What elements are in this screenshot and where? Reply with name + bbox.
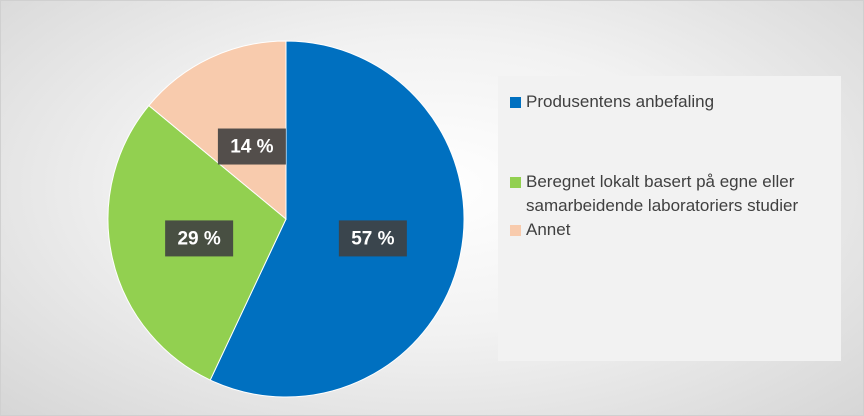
legend-item: Annet <box>510 218 800 242</box>
legend-label: Annet <box>526 220 571 239</box>
pie-slice <box>148 40 287 221</box>
data-label: 57 % <box>351 228 394 249</box>
data-label: 29 % <box>177 228 220 249</box>
data-label-box <box>217 128 286 165</box>
data-label: 14 % <box>230 137 273 158</box>
legend: Produsentens anbefaling Beregnet lokalt b… <box>498 76 841 361</box>
legend-swatch <box>510 177 521 188</box>
legend-item: Produsentens anbefaling <box>510 90 800 114</box>
legend-label: Beregnet lokalt basert på egne eller sam… <box>526 172 799 215</box>
legend-swatch <box>510 97 521 108</box>
legend-item: Beregnet lokalt basert på egne eller sam… <box>510 170 800 218</box>
legend-swatch <box>510 225 521 236</box>
data-label-box <box>338 220 407 257</box>
data-label-box <box>165 220 234 257</box>
legend-label: Produsentens anbefaling <box>526 92 715 111</box>
pie-slice <box>209 40 465 398</box>
